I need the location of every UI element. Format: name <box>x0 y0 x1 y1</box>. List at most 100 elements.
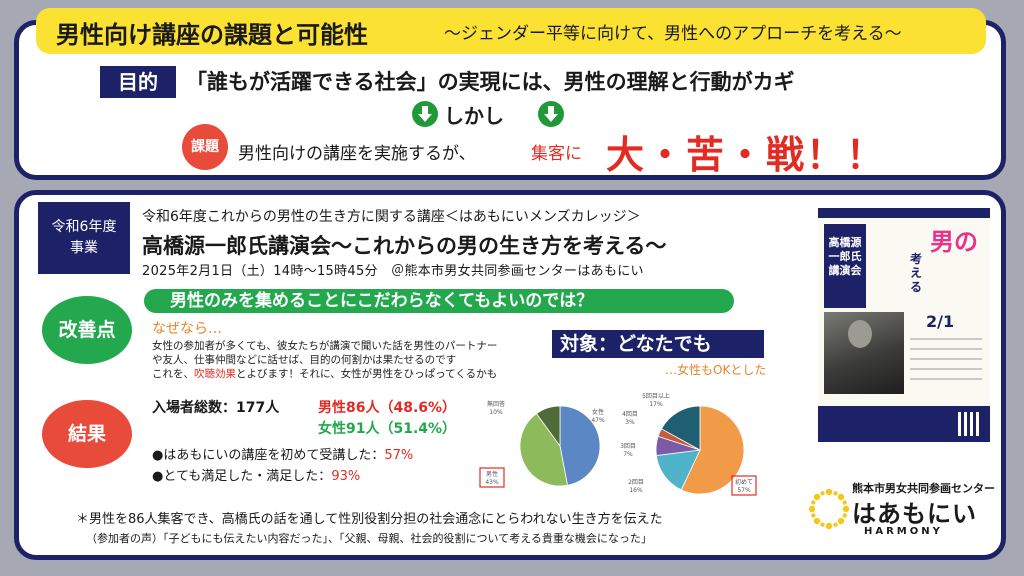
speaker-head <box>848 320 872 348</box>
pie-value-label: 57% <box>737 487 751 494</box>
satisfaction-stat: ●とても満足した・満足した：93% <box>152 465 360 484</box>
pie-value-label: 10% <box>489 409 503 416</box>
pie-label: 3回目 <box>620 443 636 450</box>
summary-text: ＊男性を86人集客でき、高橋氏の話を通して性別役割分担の社会通念にとらわれない生… <box>76 512 663 527</box>
pie-label: 無回答 <box>487 400 505 408</box>
logo-english: HARMONY <box>864 526 943 537</box>
improvement-tag: 改善点 <box>42 296 132 364</box>
logo-dot <box>842 513 847 518</box>
poster-title-block <box>824 224 866 308</box>
logo-dot <box>842 500 847 505</box>
logo-dot <box>842 505 850 513</box>
poster-date: 2/1 <box>926 312 955 331</box>
poster-title: 高橋源一郎氏講演会 <box>828 236 862 277</box>
purpose-tag: 目的 <box>100 66 176 98</box>
pie-label: 男性 <box>486 470 498 478</box>
pie-label: 2回目 <box>628 479 644 486</box>
logo-dot <box>833 491 838 496</box>
because-label: なぜなら… <box>152 321 222 337</box>
qr-code-icon <box>958 412 982 436</box>
stat-value: 57% <box>384 448 414 463</box>
pie-slice <box>655 449 701 491</box>
logo-name: はあもにい <box>852 500 977 528</box>
poster-text-line <box>910 358 982 360</box>
page-subtitle: 〜ジェンダー平等に向けて、男性へのアプローチを考える〜 <box>444 24 902 44</box>
issue-red-text: 集客に <box>531 144 582 164</box>
improvement-banner: 男性のみを集めることにこだわらなくてもよいのでは？ <box>144 289 734 313</box>
struggle-emphasis: 大・苦・戦！！ <box>606 133 887 177</box>
logo-dot <box>813 493 821 501</box>
pie-value-label: 17% <box>649 401 663 408</box>
poster-text-line <box>910 378 982 380</box>
fiscal-year-box: 令和6年度 事業 <box>38 202 130 274</box>
logo-dot <box>820 522 825 527</box>
however-text: しかし <box>444 104 504 128</box>
lecture-title: 高橋源一郎氏講演会〜これからの男の生き方を考える〜 <box>142 234 667 258</box>
logo-dot <box>820 491 825 496</box>
explanation-text: とよびます！それに、女性が男性をひっぱってくるかも <box>236 368 498 380</box>
poster-text-line <box>910 348 982 350</box>
results-tag: 結果 <box>42 400 132 468</box>
pie-value-label: 47% <box>591 417 605 424</box>
logo-dot <box>833 522 838 527</box>
logo-dot <box>825 488 833 496</box>
logo-dot <box>837 493 845 501</box>
echo-effect-term: 吹聴効果 <box>194 368 236 380</box>
logo-dot <box>837 517 845 525</box>
pie-slice <box>559 405 601 486</box>
pie-value-label: 7% <box>623 451 633 458</box>
harmony-logo-icon <box>808 488 850 530</box>
title-bar: 男性向け講座の課題と可能性 〜ジェンダー平等に向けて、男性へのアプローチを考える… <box>36 8 986 54</box>
lecture-date: 2025年2月1日（土）14時〜15時45分 ＠熊本市男女共同参画センターはあも… <box>142 264 644 279</box>
logo-dot <box>808 505 816 513</box>
issue-text: 男性向けの講座を実施するが、 <box>238 144 476 164</box>
logo-dot <box>813 517 821 525</box>
down-arrow-icon <box>412 101 438 127</box>
poster-headline: 男の <box>930 228 978 256</box>
down-arrow-icon <box>538 101 564 127</box>
participant-voice: （参加者の声）「子どもにも伝えたい内容だった」、「父親、母親、社会的役割について… <box>86 532 652 545</box>
poster-text-line <box>910 368 982 370</box>
page-title: 男性向け講座の課題と可能性 <box>56 21 368 49</box>
poster-subhead: 考える <box>910 252 923 294</box>
purpose-text: 「誰もが活躍できる社会」の実現には、男性の理解と行動がカギ <box>186 70 795 94</box>
first-time-stat: ●はあもにいの講座を初めて受講した：57% <box>152 444 413 463</box>
issue-badge: 課題 <box>182 124 228 170</box>
explanation-line: これを、吹聴効果とよびます！それに、女性が男性をひっぱってくるかも <box>152 366 497 381</box>
center-name: 熊本市男女共同参画センター <box>852 482 995 495</box>
pie-value-label: 43% <box>485 479 499 486</box>
explanation-line: や友人、仕事仲間などに話せば、目的の何割かは果たせるのです <box>152 354 457 366</box>
pie-label: 女性 <box>592 408 604 416</box>
target-label: 対象：どなたでも <box>552 330 764 358</box>
female-count: 女性91人（51.4%） <box>318 421 457 437</box>
event-poster-image: 高橋源一郎氏講演会 男の 考える 2/1 <box>818 208 990 442</box>
stat-value: 93% <box>331 469 361 484</box>
logo-dot <box>811 500 816 505</box>
pie-label: 4回目 <box>622 411 638 418</box>
logo-dot <box>825 522 833 530</box>
highlight-box <box>731 475 757 496</box>
stat-text: ●はあもにいの講座を初めて受講した： <box>152 448 385 463</box>
fiscal-year-label: 令和6年度 <box>51 219 117 235</box>
pie-slice <box>680 405 745 495</box>
pie-value-label: 16% <box>629 487 643 494</box>
attendance-count-pie-chart <box>655 405 745 495</box>
target-note: …女性もOKとした <box>665 363 767 377</box>
lecture-series: 令和6年度これからの男性の生き方に関する講座＜はあもにいメンズカレッジ＞ <box>142 209 641 225</box>
gender-pie-chart <box>519 405 601 487</box>
logo-dot <box>811 513 816 518</box>
pie-label: 初めて <box>735 478 753 486</box>
pie-label: 5回目以上 <box>642 392 670 400</box>
pie-value-label: 3% <box>625 419 635 426</box>
pie-slice <box>535 405 561 448</box>
pie-slice <box>519 413 568 487</box>
highlight-box <box>479 467 505 488</box>
attendance-total: 入場者総数：177人 <box>152 400 280 416</box>
poster-text-line <box>910 338 982 340</box>
explanation-text: これを、 <box>152 368 194 380</box>
poster-band <box>818 208 990 218</box>
male-count: 男性86人（48.6%） <box>318 400 457 416</box>
project-label: 事業 <box>70 240 98 256</box>
explanation-line: 女性の参加者が多くても、彼女たちが講演で聞いた話を男性のパートナー <box>152 340 498 352</box>
